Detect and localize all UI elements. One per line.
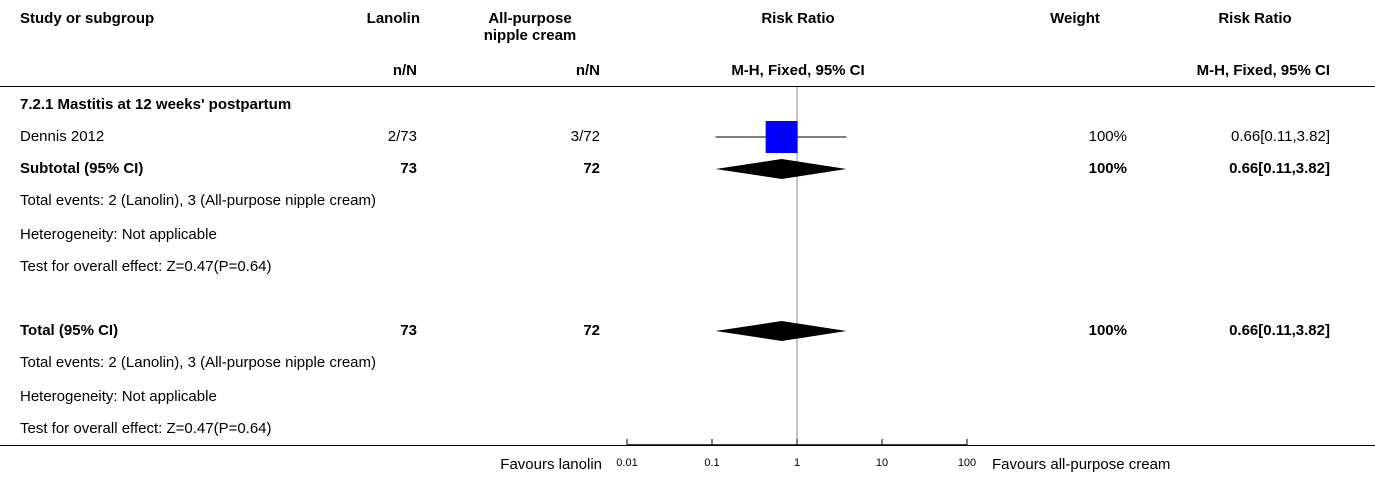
header-nN1: n/N bbox=[392, 62, 417, 79]
total-label: Total (95% CI) bbox=[20, 322, 119, 339]
subgroup-heterogeneity: Heterogeneity: Not applicable bbox=[20, 226, 217, 243]
header-study: Study or subgroup bbox=[20, 10, 155, 27]
x-tick-label: 10 bbox=[876, 457, 888, 469]
x-tick-label: 1 bbox=[794, 457, 800, 469]
header-method2: M-H, Fixed, 95% CI bbox=[1196, 62, 1330, 79]
favours-right: Favours all-purpose cream bbox=[992, 456, 1171, 473]
subtotal-weight: 100% bbox=[1088, 160, 1127, 177]
header-divider bbox=[0, 86, 1375, 87]
subtotal-ci: 0.66[0.11,3.82] bbox=[1229, 160, 1330, 177]
header-weight: Weight bbox=[1050, 10, 1100, 27]
study-g1: 2/73 bbox=[387, 128, 417, 145]
total-heterogeneity: Heterogeneity: Not applicable bbox=[20, 388, 217, 405]
header-group2-line2: nipple cream bbox=[483, 27, 577, 44]
study-weight: 100% bbox=[1088, 128, 1127, 145]
subgroup-events: Total events: 2 (Lanolin), 3 (All-purpos… bbox=[20, 192, 377, 209]
subtotal-g2: 72 bbox=[583, 160, 600, 177]
total-overall: Test for overall effect: Z=0.47(P=0.64) bbox=[20, 420, 272, 437]
header-group2-line1: All-purpose bbox=[488, 10, 572, 27]
total-events: Total events: 2 (Lanolin), 3 (All-purpos… bbox=[20, 354, 377, 371]
header-method: M-H, Fixed, 95% CI bbox=[731, 62, 865, 79]
pooled-diamond bbox=[715, 321, 847, 341]
subgroup-overall: Test for overall effect: Z=0.47(P=0.64) bbox=[20, 258, 272, 275]
x-tick-label: 0.1 bbox=[704, 457, 719, 469]
x-tick-label: 100 bbox=[958, 457, 976, 469]
header-nN2: n/N bbox=[575, 62, 600, 79]
total-weight: 100% bbox=[1088, 322, 1127, 339]
header-group1: Lanolin bbox=[366, 10, 420, 27]
study-g2: 3/72 bbox=[570, 128, 600, 145]
header-effect2: Risk Ratio bbox=[1218, 10, 1292, 27]
study-name: Dennis 2012 bbox=[20, 128, 105, 145]
subtotal-g1: 73 bbox=[400, 160, 417, 177]
total-ci: 0.66[0.11,3.82] bbox=[1229, 322, 1330, 339]
study-ci: 0.66[0.11,3.82] bbox=[1231, 128, 1330, 145]
subtotal-label: Subtotal (95% CI) bbox=[20, 160, 144, 177]
x-tick-label: 0.01 bbox=[616, 457, 637, 469]
header-effect: Risk Ratio bbox=[761, 10, 835, 27]
total-g2: 72 bbox=[583, 322, 600, 339]
favours-left: Favours lanolin bbox=[500, 456, 602, 473]
total-g1: 73 bbox=[400, 322, 417, 339]
subgroup-title: 7.2.1 Mastitis at 12 weeks' postpartum bbox=[20, 96, 292, 113]
pooled-diamond bbox=[715, 159, 847, 179]
